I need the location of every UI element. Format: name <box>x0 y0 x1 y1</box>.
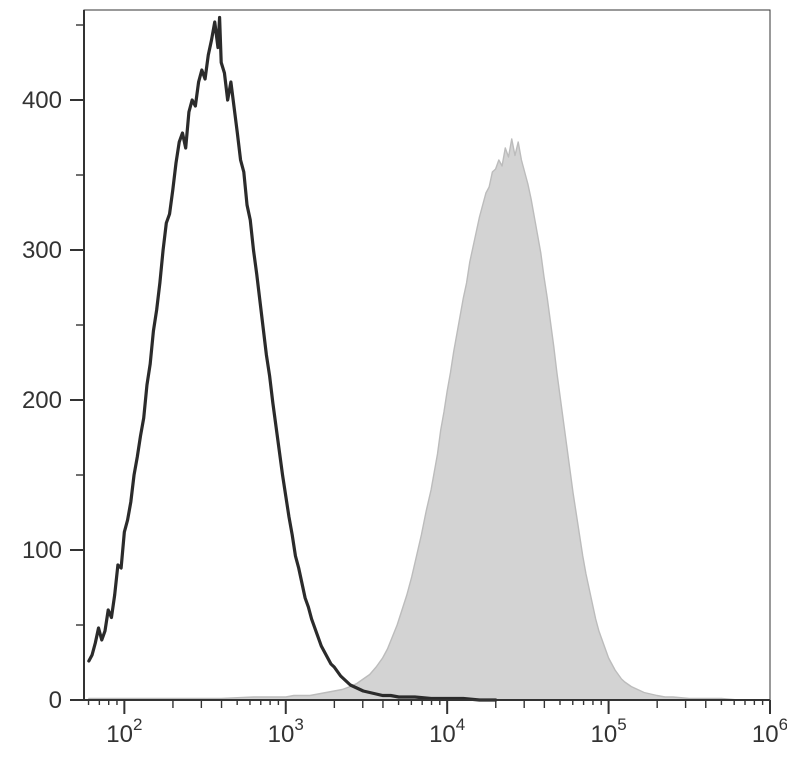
x-tick-label: 105 <box>591 715 627 748</box>
series-stained-filled <box>89 139 738 700</box>
x-tick-label: 102 <box>106 715 142 748</box>
x-tick-label: 103 <box>268 715 304 748</box>
x-tick-label: 104 <box>429 715 465 748</box>
x-tick-label: 106 <box>752 715 787 748</box>
y-tick-label: 100 <box>22 537 62 564</box>
y-tick-label: 400 <box>22 87 62 114</box>
y-tick-label: 200 <box>22 387 62 414</box>
y-tick-label: 300 <box>22 237 62 264</box>
flow-histogram-chart: 102 103 104 105 106 0 100 200 300 400 <box>0 0 787 780</box>
y-tick-label: 0 <box>49 687 62 714</box>
